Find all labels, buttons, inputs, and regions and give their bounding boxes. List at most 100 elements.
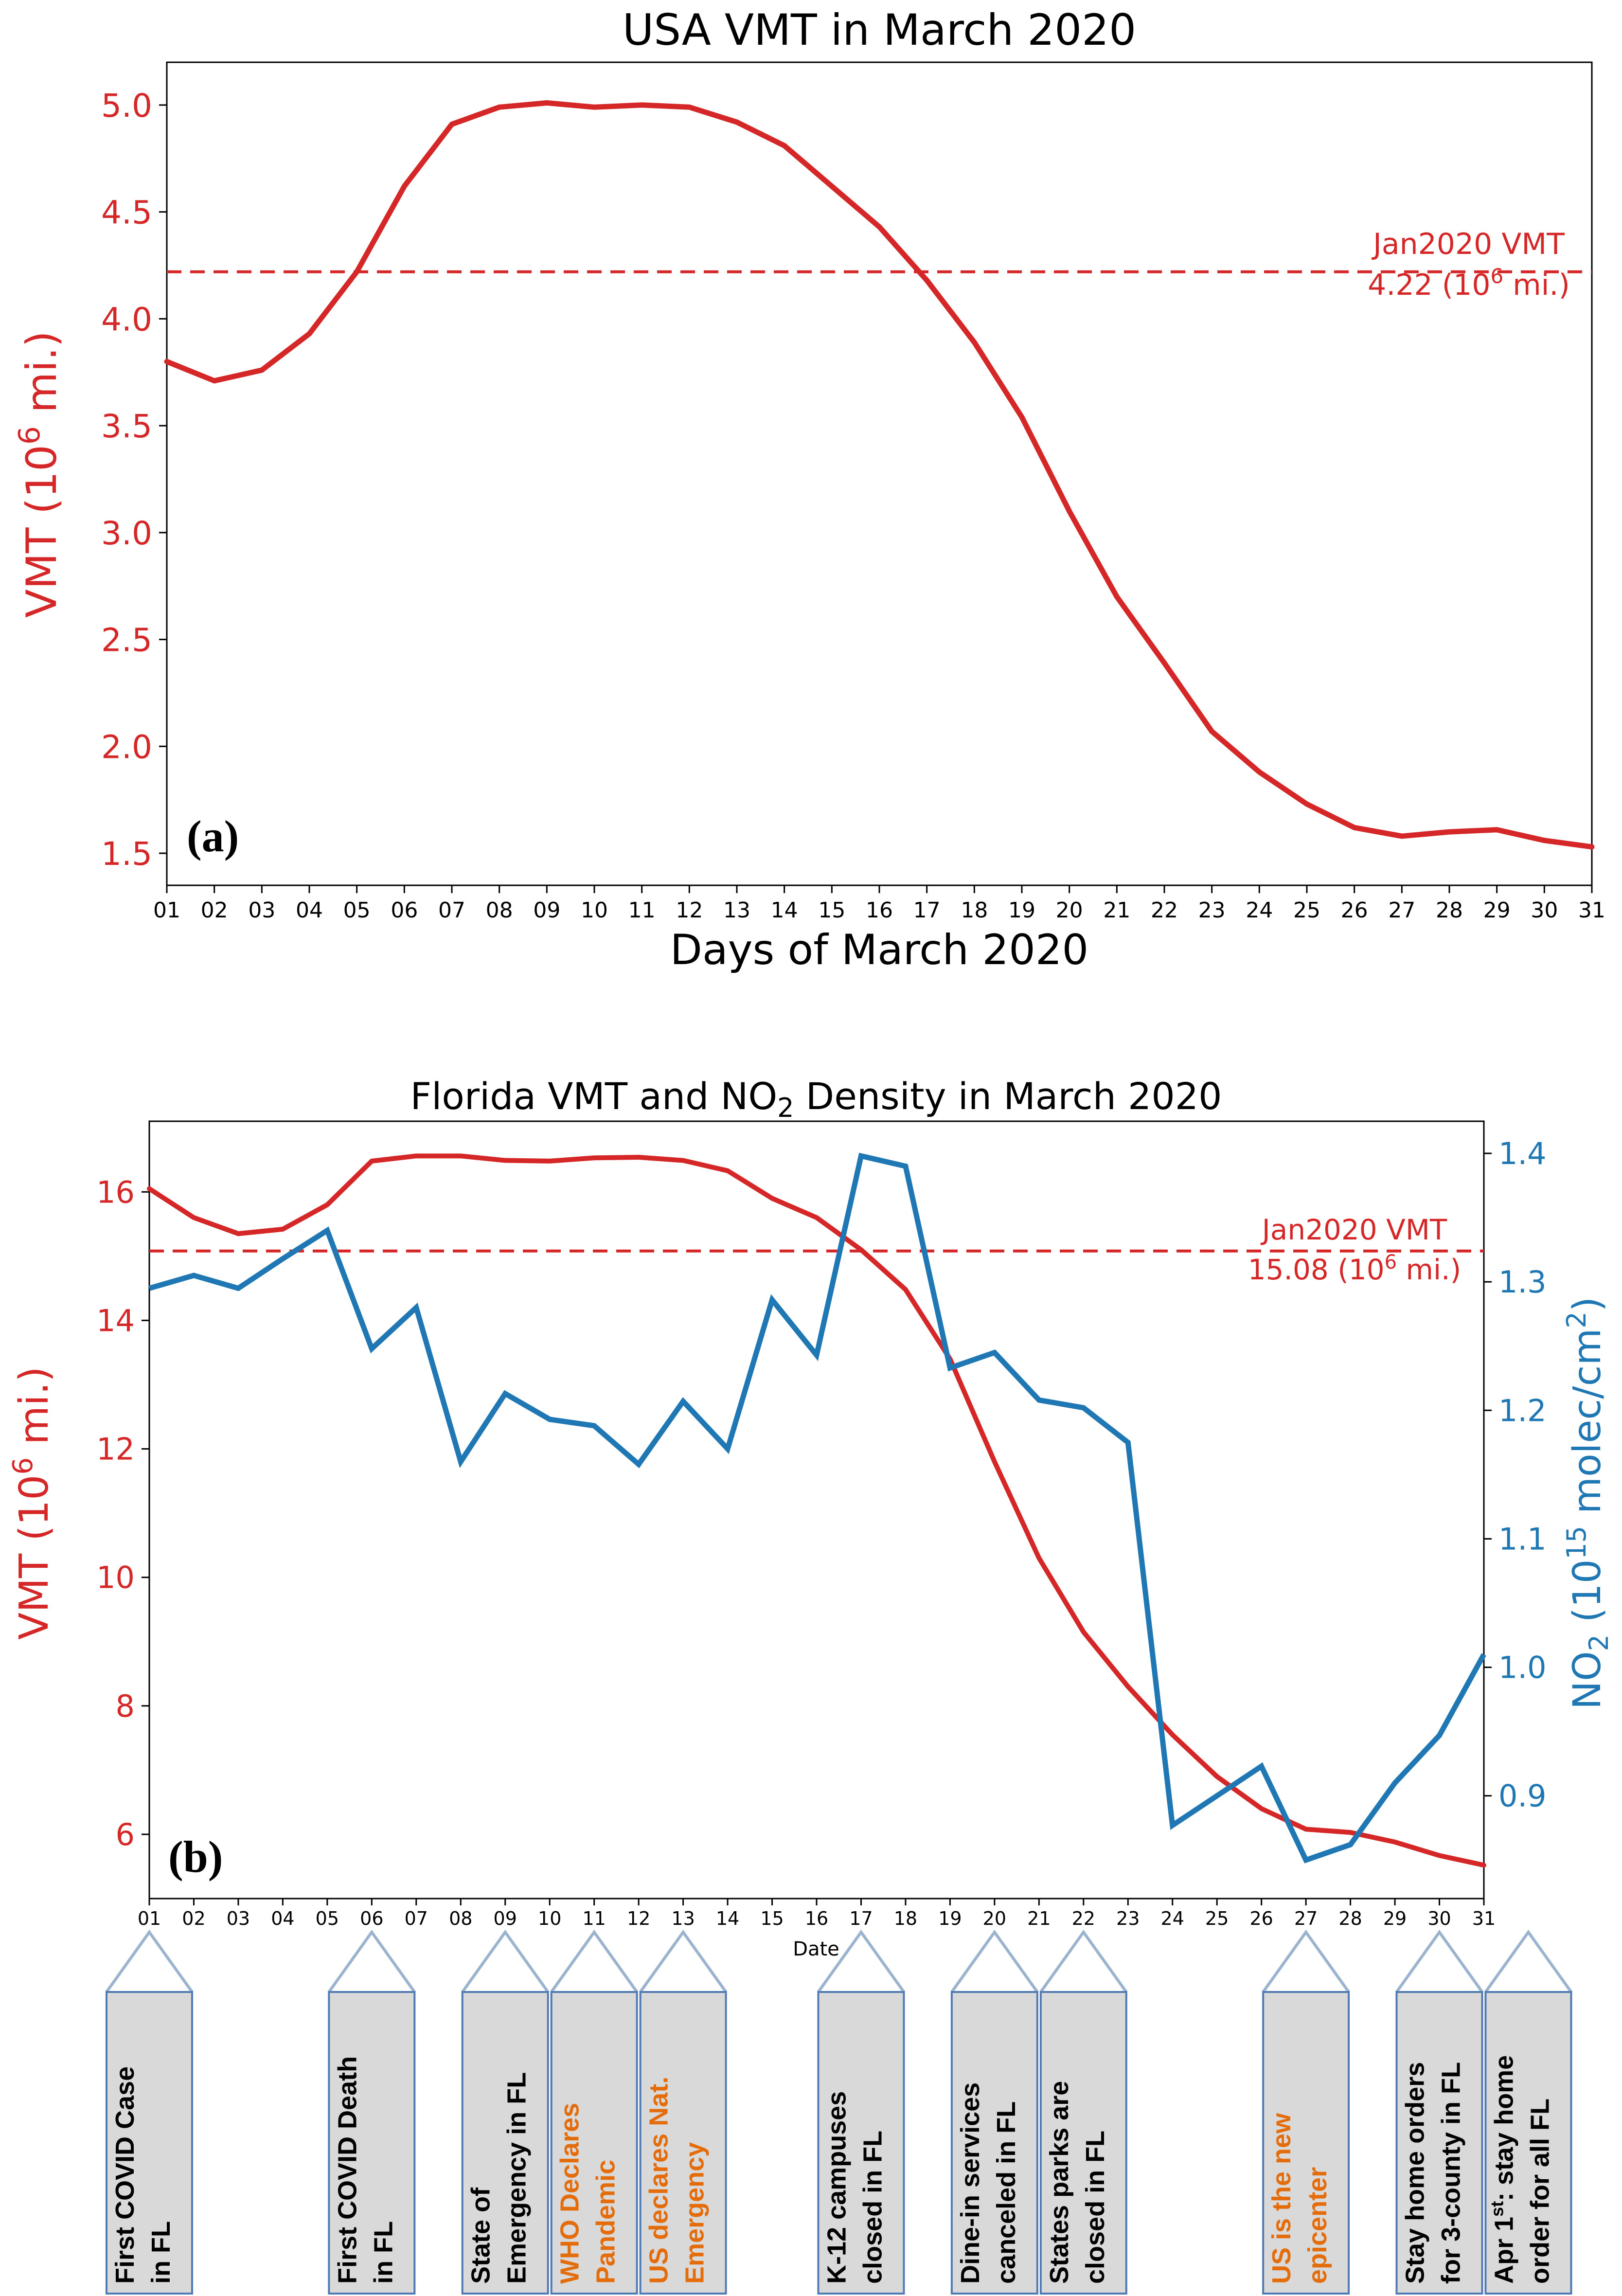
usa-baseline-label: Jan2020 VMT 4.22 (106 mi.)	[1368, 227, 1570, 302]
florida-x-tick-label: 10	[538, 1908, 561, 1929]
florida-left-y-tick-label: 12	[96, 1432, 135, 1467]
panel-label-a: (a)	[187, 811, 239, 861]
event-label-line: State of	[466, 2187, 496, 2284]
florida-x-tick-label: 02	[182, 1908, 205, 1929]
florida-x-tick-label: 19	[938, 1908, 962, 1929]
event-box	[1039, 1991, 1127, 2295]
event-box	[950, 1991, 1038, 2295]
event-pointer-arrow	[1484, 1929, 1572, 1993]
usa-x-tick-label: 19	[1008, 898, 1035, 923]
event-label-line: K-12 campuses	[822, 2091, 851, 2284]
usa-x-axis: 01 02 03 04 05 06 07 08 09 10 11 12 13 14 15 16 17 18 19 20…	[153, 885, 1605, 923]
usa-x-tick-label: 02	[201, 898, 228, 923]
florida-x-tick-label: 01	[138, 1908, 161, 1929]
florida-x-tick-label: 08	[449, 1908, 472, 1929]
event-callout: States parks are closed in FL	[1039, 1929, 1128, 2295]
event-box	[817, 1991, 905, 2295]
event-label-line: Dine-in services	[956, 2082, 985, 2284]
usa-x-tick-label: 23	[1198, 898, 1226, 923]
usa-y-axis: 1.5 2.0 2.5 3.0 3.5 4.0 4.5 5.0	[101, 87, 167, 873]
florida-x-axis-label: Date	[793, 1938, 839, 1960]
event-callout: Stay home orders for 3-county in FL	[1395, 1929, 1483, 2295]
usa-x-tick-label: 03	[248, 898, 275, 923]
usa-y-tick-label: 5.0	[101, 87, 152, 125]
florida-x-tick-label: 17	[849, 1908, 873, 1929]
usa-x-tick-label: 11	[628, 898, 656, 923]
event-pointer-arrow	[1039, 1929, 1128, 1993]
usa-x-tick-label: 24	[1246, 898, 1273, 923]
event-label-line: canceled in FL	[992, 2101, 1021, 2284]
event-pointer-arrow	[1395, 1929, 1483, 1993]
event-pointer-arrow	[1262, 1929, 1350, 1993]
usa-x-tick-label: 13	[723, 898, 750, 923]
florida-x-tick-label: 26	[1249, 1908, 1273, 1929]
event-box	[328, 1991, 416, 2295]
usa-x-tick-label: 05	[343, 898, 371, 923]
event-box	[639, 1991, 727, 2295]
florida-x-tick-label: 07	[405, 1908, 428, 1929]
usa-x-tick-label: 25	[1293, 898, 1320, 923]
event-label-line: Emergency	[680, 2142, 710, 2284]
usa-y-tick-label: 3.5	[101, 408, 152, 445]
event-label-line: for 3-county in FL	[1437, 2062, 1466, 2284]
panel-label-b: (b)	[168, 1832, 223, 1882]
event-callout: US is the new epicenter	[1262, 1929, 1350, 2295]
florida-chart-title: Florida VMT and NO2 Density in March 202…	[410, 1075, 1222, 1123]
event-label-line: First COVID Death	[333, 2056, 362, 2284]
florida-x-tick-label: 29	[1383, 1908, 1407, 1929]
usa-x-tick-label: 14	[771, 898, 798, 923]
usa-y-tick-label: 2.5	[101, 622, 152, 659]
florida-right-y-tick-label: 1.2	[1498, 1393, 1547, 1428]
florida-x-tick-label: 23	[1116, 1908, 1140, 1929]
event-box	[1484, 1991, 1572, 2295]
event-label-line: States parks are	[1045, 2081, 1074, 2284]
florida-x-tick-label: 15	[760, 1908, 784, 1929]
event-callout: US declares Nat. Emergency	[639, 1929, 728, 2295]
event-callout: K-12 campuses closed in FL	[817, 1929, 905, 2295]
usa-x-tick-label: 26	[1341, 898, 1368, 923]
event-pointer-arrow	[639, 1929, 728, 1993]
usa-x-tick-label: 28	[1436, 898, 1463, 923]
event-callout: WHO Declares Pandemic	[550, 1929, 639, 2295]
event-label-line: US declares Nat.	[644, 2077, 674, 2284]
usa-x-tick-label: 10	[581, 898, 608, 923]
usa-x-tick-label: 06	[391, 898, 418, 923]
event-box	[550, 1991, 638, 2295]
usa-x-tick-label: 29	[1483, 898, 1511, 923]
florida-x-tick-label: 16	[805, 1908, 828, 1929]
florida-x-tick-label: 13	[671, 1908, 695, 1929]
florida-x-tick-label: 04	[271, 1908, 294, 1929]
usa-x-tick-label: 21	[1103, 898, 1130, 923]
florida-data-points	[149, 1156, 1484, 1866]
florida-right-y-axis-label: NO2 (1015 molec/cm2)	[1561, 1297, 1614, 1709]
florida-left-y-axis-label: VMT (106 mi.)	[7, 1366, 57, 1640]
event-label-line: order for all FL	[1525, 2099, 1554, 2284]
florida-x-tick-label: 30	[1427, 1908, 1451, 1929]
event-pointer-arrow	[817, 1929, 905, 1993]
event-callout: Apr 1st: stay home order for all FL	[1484, 1929, 1572, 2295]
florida-x-tick-label: 03	[227, 1908, 250, 1929]
florida-left-y-tick-label: 10	[96, 1560, 135, 1596]
usa-plot-frame	[166, 61, 1593, 886]
usa-x-tick-label: 01	[153, 898, 180, 923]
florida-x-tick-label: 21	[1027, 1908, 1051, 1929]
usa-x-tick-label: 30	[1531, 898, 1558, 923]
florida-left-y-tick-label: 16	[96, 1174, 135, 1210]
event-box	[461, 1991, 549, 2295]
florida-right-y-tick-label: 1.0	[1498, 1650, 1547, 1686]
event-label-line: epicenter	[1303, 2167, 1332, 2284]
florida-x-tick-label: 11	[582, 1908, 606, 1929]
event-box	[1395, 1991, 1483, 2295]
usa-x-tick-label: 18	[961, 898, 988, 923]
event-pointer-arrow	[461, 1929, 550, 1993]
event-label-line: closed in FL	[1081, 2131, 1110, 2284]
florida-left-y-tick-label: 6	[116, 1817, 135, 1852]
florida-right-y-tick-label: 1.1	[1498, 1521, 1547, 1557]
florida-vmt-no2-chart: Florida VMT and NO2 Density in March 202…	[7, 1075, 1614, 1960]
florida-x-tick-label: 27	[1294, 1908, 1318, 1929]
event-label-line: WHO Declares	[555, 2103, 585, 2284]
usa-x-tick-label: 22	[1151, 898, 1178, 923]
florida-left-y-axis: 6 8 10 12 14 16	[96, 1174, 149, 1852]
florida-x-tick-label: 09	[494, 1908, 517, 1929]
